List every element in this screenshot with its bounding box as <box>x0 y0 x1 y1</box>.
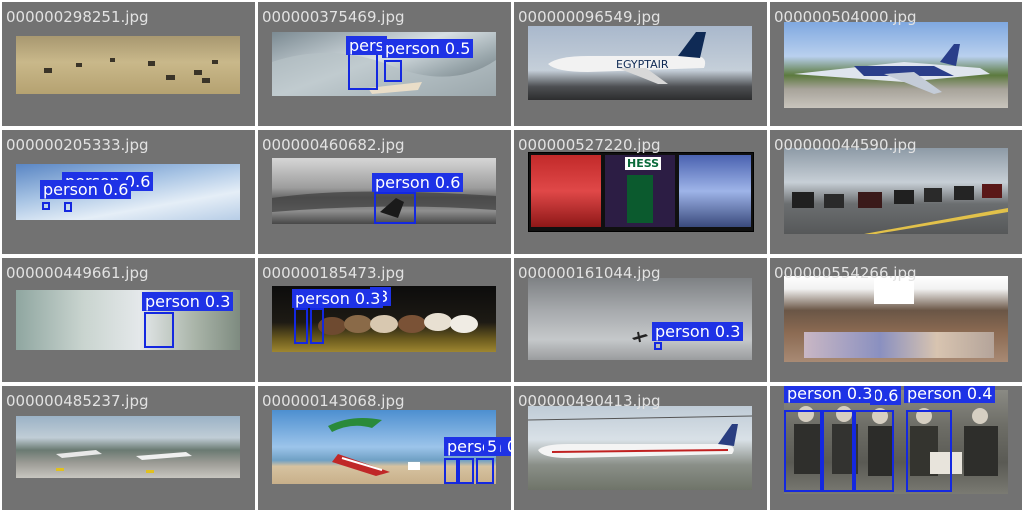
airport-art <box>56 450 192 473</box>
kites-art <box>328 418 420 476</box>
detection-label: person 0.6 <box>372 173 464 192</box>
result-tile[interactable]: 000000185473.jpg .3 person 0.3 <box>258 258 511 382</box>
animals-art <box>44 58 218 83</box>
small-plane-art <box>632 331 648 343</box>
result-tile[interactable]: 000000504000.jpg <box>770 2 1022 126</box>
tile-filename: 000000449661.jpg <box>6 264 149 282</box>
gas-sign-panel: HESS <box>605 155 675 227</box>
tile-filename: 000000185473.jpg <box>262 264 405 282</box>
result-tile[interactable]: 000000161044.jpg person 0.3 <box>514 258 767 382</box>
jet-art <box>794 44 990 94</box>
tile-filename: 000000554266.jpg <box>774 264 917 282</box>
result-tile[interactable]: 000000044590.jpg <box>770 130 1022 254</box>
detection-label: person 0.3 <box>142 292 234 311</box>
detection-box <box>294 308 308 344</box>
result-tile[interactable]: 000000205333.jpg person 0.6 person 0.6 <box>2 130 255 254</box>
detection-label: person 0.5 <box>382 39 474 58</box>
tile-filename: 000000044590.jpg <box>774 136 917 154</box>
result-tile[interactable]: 000000375469.jpg pers person 0.5 <box>258 2 511 126</box>
tile-photo <box>784 22 1008 108</box>
result-tile[interactable]: 000000096549.jpg EGYPTAIR <box>514 2 767 126</box>
result-tile[interactable]: 000000527220.jpg HESS <box>514 130 767 254</box>
detection-box <box>476 458 494 484</box>
tile-photo <box>16 416 240 478</box>
detection-box <box>822 410 854 492</box>
result-tile[interactable]: 000000485237.jpg <box>2 386 255 510</box>
result-tile[interactable]: 000000490413.jpg <box>514 386 767 510</box>
beach-art <box>272 191 496 218</box>
result-tile[interactable]: 000000460682.jpg person 0.6 <box>258 130 511 254</box>
svg-text:EGYPTAIR: EGYPTAIR <box>616 58 669 71</box>
tile-photo <box>528 278 752 360</box>
detection-label: 0.6 <box>870 386 902 405</box>
tile-filename: 000000096549.jpg <box>518 8 661 26</box>
tile-filename: 000000504000.jpg <box>774 8 917 26</box>
tile-filename: 000000205333.jpg <box>6 136 149 154</box>
tile-photo <box>16 36 240 94</box>
scooters-panel <box>679 155 751 227</box>
result-tile[interactable]: 0.6 person 0.3 person 0.4 <box>770 386 1022 510</box>
airplane-art: EGYPTAIR <box>548 32 706 84</box>
tile-filename: 000000490413.jpg <box>518 392 661 410</box>
tile-filename: 000000143068.jpg <box>262 392 405 410</box>
detection-box <box>654 342 662 350</box>
tile-photo <box>784 148 1008 234</box>
sign-text: HESS <box>625 157 662 170</box>
detection-label: person 0.3 <box>652 322 744 341</box>
detection-box <box>144 312 174 348</box>
detection-box <box>42 202 50 210</box>
tile-filename: 000000298251.jpg <box>6 8 149 26</box>
red-car-panel <box>531 155 601 227</box>
result-tile[interactable]: 000000554266.jpg <box>770 258 1022 382</box>
detection-box <box>444 458 458 484</box>
tile-filename: 000000460682.jpg <box>262 136 405 154</box>
jet-fence-art <box>528 415 752 458</box>
tile-filename: 000000527220.jpg <box>518 136 661 154</box>
detection-box <box>64 202 72 212</box>
detection-label: person 0.4 <box>904 386 996 403</box>
detection-box <box>384 60 402 82</box>
tile-photo <box>528 406 752 490</box>
tile-photo <box>784 390 1008 494</box>
tile-filename: 000000161044.jpg <box>518 264 661 282</box>
motorcycles-art <box>792 184 1008 234</box>
detection-box <box>906 410 952 492</box>
detection-box <box>458 458 474 484</box>
detection-box <box>784 410 822 492</box>
detection-box <box>374 192 416 224</box>
tile-filename: 000000375469.jpg <box>262 8 405 26</box>
detection-label: person 0.4 <box>444 437 511 456</box>
detection-label: 5 <box>484 437 501 456</box>
result-tile[interactable]: 000000449661.jpg person 0.3 <box>2 258 255 382</box>
detection-box <box>310 308 324 344</box>
result-tile[interactable]: 000000298251.jpg <box>2 2 255 126</box>
tile-filename: 000000485237.jpg <box>6 392 149 410</box>
tile-photo: HESS <box>528 152 754 232</box>
result-tile[interactable]: 000000143068.jpg .6 person 0.4 5 <box>258 386 511 510</box>
detection-label: pers <box>346 36 387 55</box>
tile-photo <box>784 276 1008 362</box>
detection-label: person 0.3 <box>292 289 384 308</box>
detection-box <box>854 410 894 492</box>
horses-art <box>318 313 478 335</box>
detection-label: person 0.6 <box>40 180 132 199</box>
tile-photo: EGYPTAIR <box>528 26 752 100</box>
detection-label: person 0.3 <box>784 386 876 403</box>
